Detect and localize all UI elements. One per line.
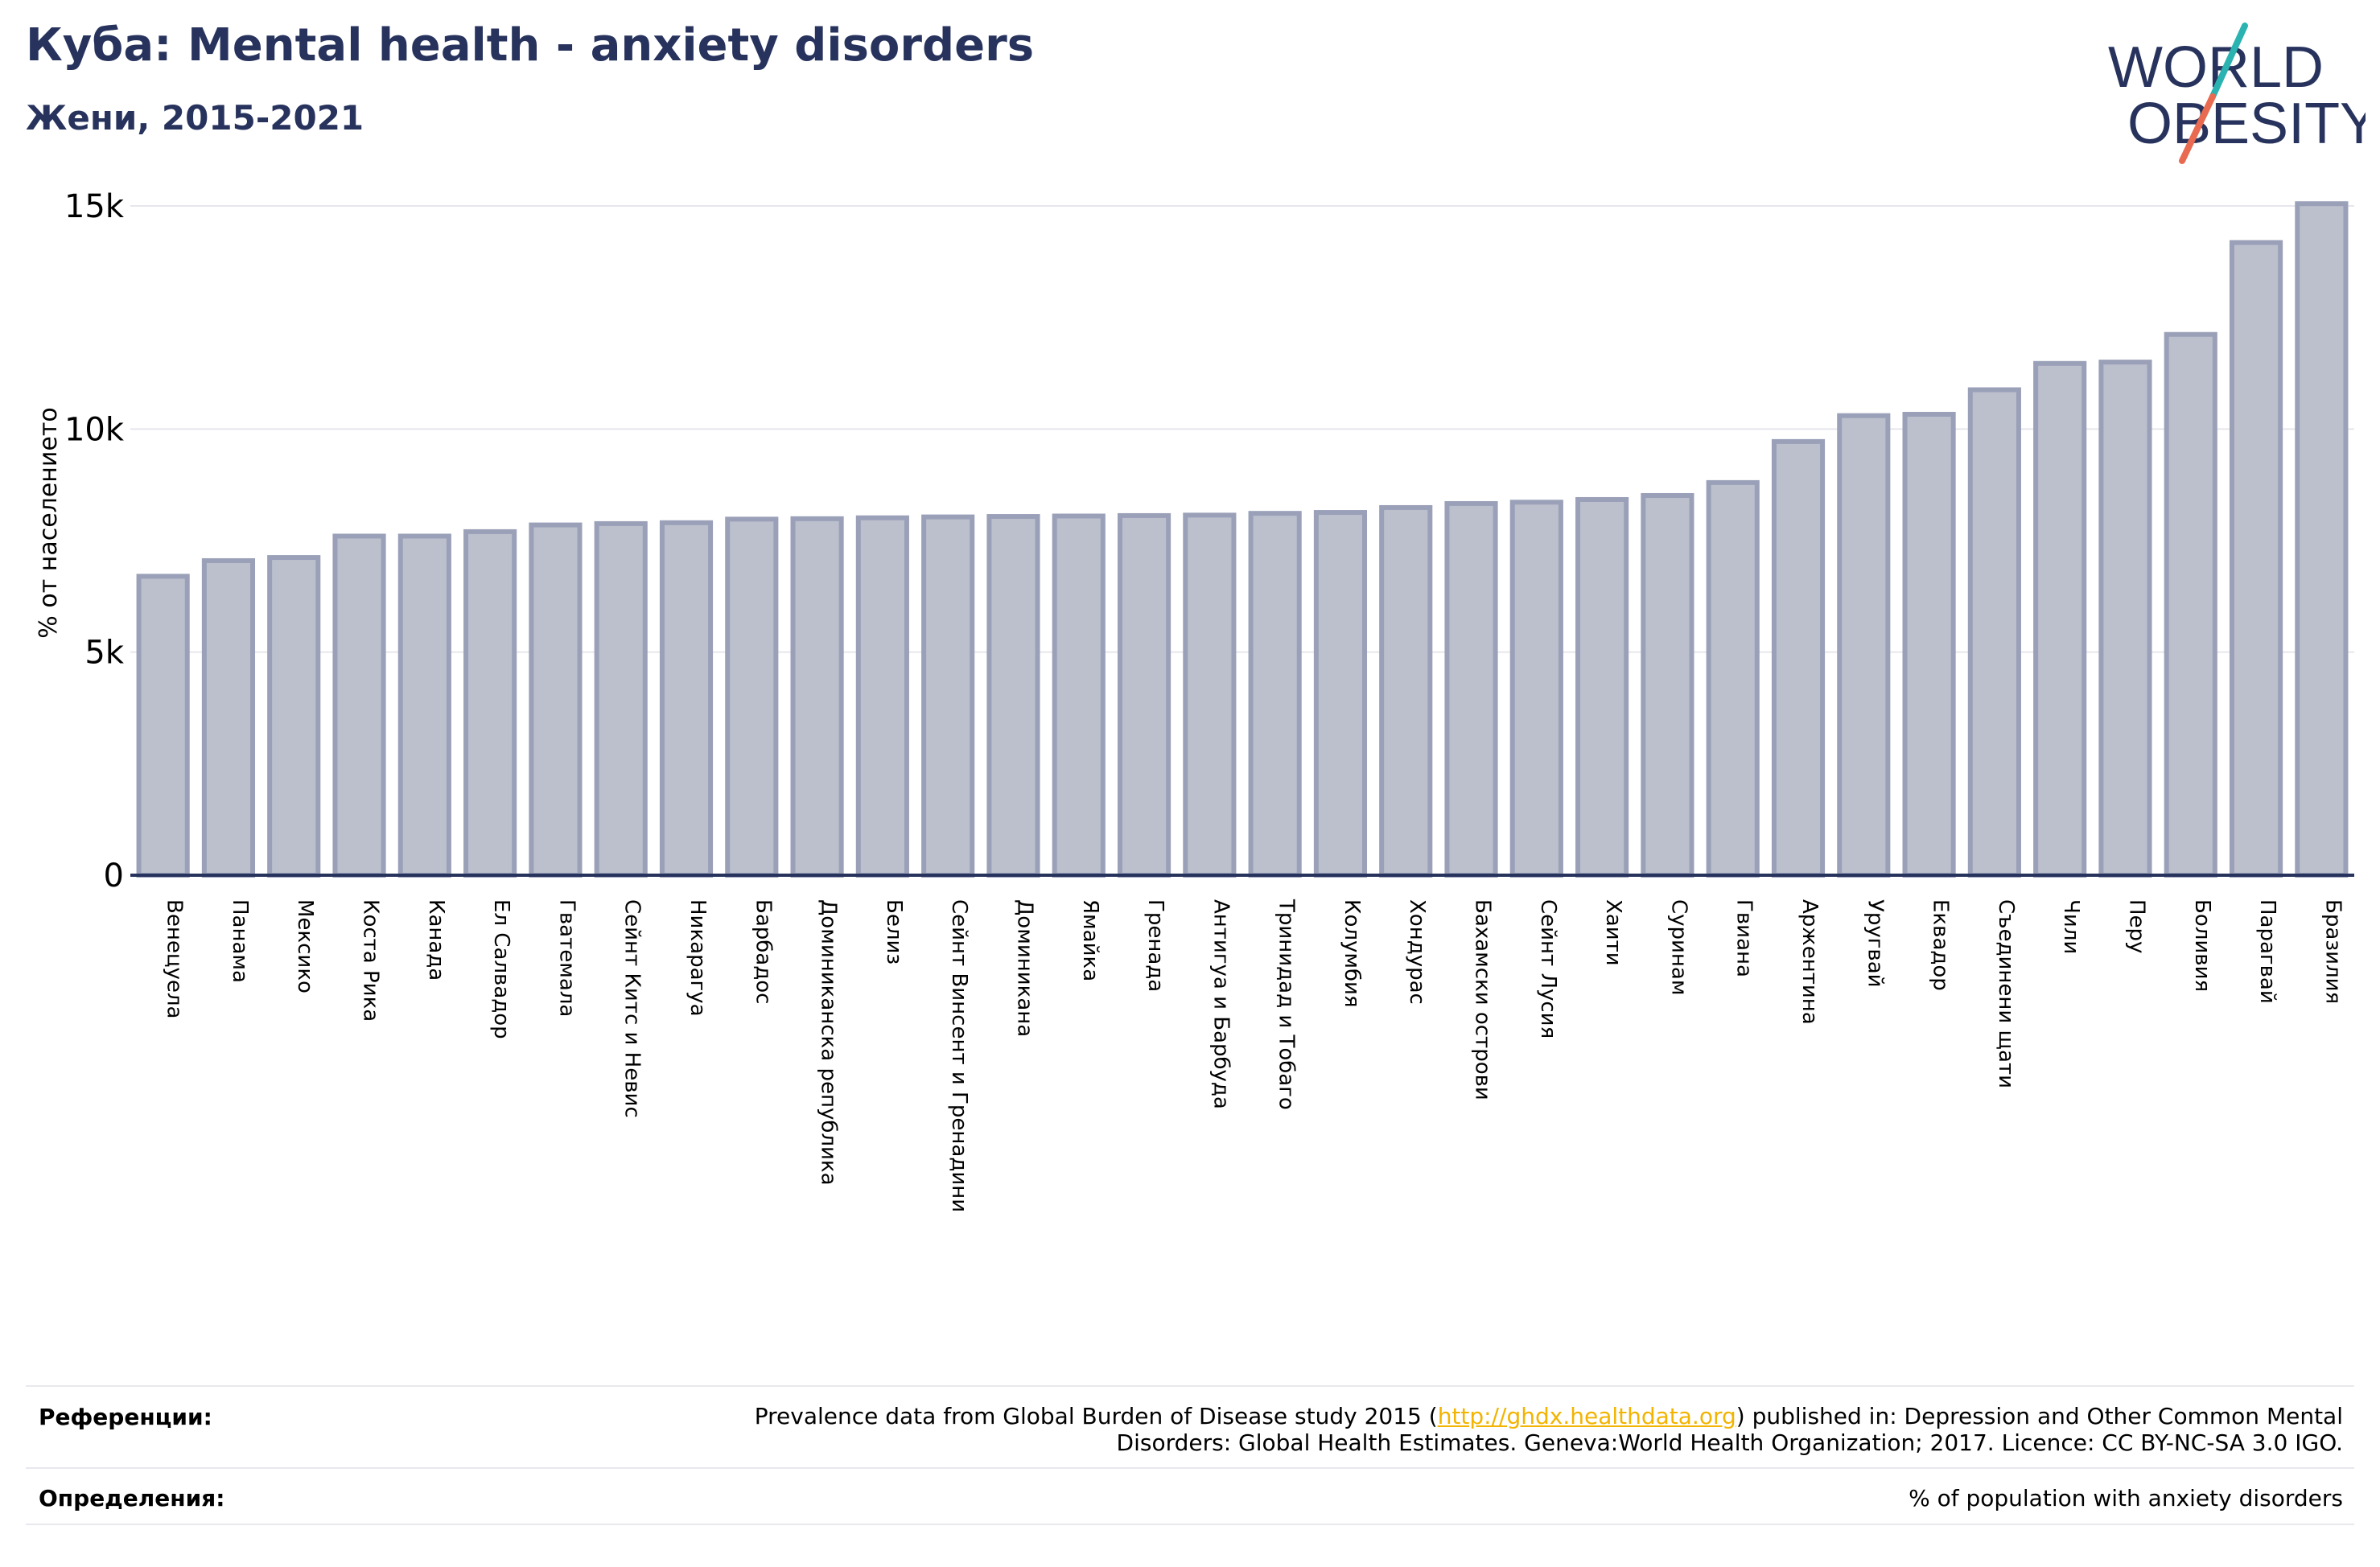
x-tick-label: Барбадос <box>751 899 775 1004</box>
bar[interactable] <box>1183 512 1237 878</box>
bar[interactable] <box>1967 387 2021 878</box>
bar[interactable] <box>659 520 714 878</box>
bar[interactable] <box>1313 510 1368 878</box>
definitions-label: Определения: <box>39 1485 225 1511</box>
footer-divider-bottom <box>26 1524 2354 1525</box>
x-tick-label: Колумбия <box>1340 899 1364 1008</box>
x-tick-label: Съединени щати <box>1994 899 2018 1088</box>
x-tick-label: Ямайка <box>1078 899 1102 981</box>
x-tick-label: Тринидад и Тобаго <box>1274 899 1299 1110</box>
bar[interactable] <box>1706 479 1760 878</box>
bar[interactable] <box>2164 331 2217 878</box>
x-tick-label: Коста Рика <box>359 899 383 1022</box>
bar[interactable] <box>1575 496 1629 878</box>
x-tick-label: Доминиканска република <box>817 899 841 1186</box>
bar-chart: 0 5k 10k 15k Венецуела Панама Мексико Коста Рик… <box>35 188 2354 1212</box>
x-tick-label: Уругвай <box>1863 899 1887 988</box>
bar[interactable] <box>267 555 321 878</box>
references-text-pre: Prevalence data from Global Burden of Di… <box>754 1403 1438 1429</box>
x-tick-label: Доминикана <box>1012 899 1036 1037</box>
logo-line2: OBESITY <box>2127 92 2366 156</box>
x-tick-label: Суринам <box>1666 899 1690 996</box>
x-tick-label: Хаити <box>1601 899 1625 966</box>
references-label: Референции: <box>39 1404 212 1430</box>
bar[interactable] <box>2033 360 2087 878</box>
x-tick-label: Сейнт Лусия <box>1536 899 1560 1038</box>
x-tick-label: Гвиана <box>1732 899 1756 977</box>
x-tick-label: Бразилия <box>2320 899 2345 1004</box>
x-tick-label: Перу <box>2124 899 2148 953</box>
y-tick-label: 15k <box>64 188 125 225</box>
references-text-post: ) published in: Depression and Other Com… <box>1736 1403 2343 1429</box>
bar[interactable] <box>397 533 451 878</box>
bar[interactable] <box>1052 513 1106 878</box>
chart-title: Куба: Mental health - anxiety disorders <box>26 19 1035 72</box>
bar[interactable] <box>463 529 517 878</box>
x-tick-label: Гренада <box>1143 899 1167 992</box>
logo-slash-red <box>2179 93 2216 164</box>
bar[interactable] <box>986 514 1040 878</box>
x-tick-label: Парагвай <box>2255 899 2279 1004</box>
x-tick-label: Сейнт Китс и Невис <box>620 899 644 1118</box>
x-tick-label: Чили <box>2059 899 2083 954</box>
x-tick-label: Антигуа и Барбуда <box>1209 899 1233 1109</box>
x-tick-label: Аржентина <box>1797 899 1822 1025</box>
x-tick-label: Венецуела <box>163 899 187 1018</box>
bar[interactable] <box>921 514 975 878</box>
bar[interactable] <box>136 574 190 878</box>
x-tick-label: Еквадор <box>1929 899 1953 991</box>
bar[interactable] <box>2229 240 2283 878</box>
x-tick-label: Белиз <box>882 899 906 964</box>
x-tick-label: Бахамски острови <box>1471 899 1495 1100</box>
bar[interactable] <box>1771 438 1826 878</box>
footer-divider-top <box>26 1385 2354 1387</box>
bar[interactable] <box>1641 492 1694 878</box>
definitions-text: % of population with anxiety disorders <box>1909 1485 2343 1511</box>
bar-layer <box>136 201 2349 878</box>
bar[interactable] <box>1444 500 1498 878</box>
x-tick-label: Сейнт Винсент и Гренадини <box>947 899 971 1212</box>
y-axis-label: % от населението <box>35 407 63 638</box>
x-tick-label: Мексико <box>293 899 317 993</box>
bar[interactable] <box>2098 360 2152 878</box>
bar[interactable] <box>725 516 779 878</box>
bar[interactable] <box>529 522 583 878</box>
x-tick-label: Панама <box>228 899 252 983</box>
world-obesity-logo: WORLD OBESITY <box>2108 23 2366 164</box>
bar[interactable] <box>1902 412 1956 878</box>
references-text-line2: Disorders: Global Health Estimates. Gene… <box>1116 1429 2343 1456</box>
bar[interactable] <box>2295 201 2349 878</box>
bar[interactable] <box>594 520 648 878</box>
references-link[interactable]: http://ghdx.healthdata.org <box>1437 1403 1736 1429</box>
y-tick-label: 10k <box>64 411 125 448</box>
bar[interactable] <box>1837 413 1891 878</box>
bar[interactable] <box>1509 500 1563 878</box>
chart-subtitle: Жени, 2015-2021 <box>26 98 364 138</box>
x-tick-label: Боливия <box>2190 899 2214 992</box>
label-layer: 0 5k 10k 15k Венецуела Панама Мексико Коста Рик… <box>64 188 2345 1212</box>
bar[interactable] <box>855 515 909 878</box>
x-tick-label: Никарагуа <box>686 899 710 1017</box>
x-tick-label: Ел Салвадор <box>489 899 513 1039</box>
references-text: Prevalence data from Global Burden of Di… <box>755 1403 2343 1456</box>
y-tick-label: 5k <box>84 635 124 672</box>
bar[interactable] <box>201 557 256 878</box>
bar[interactable] <box>790 516 844 878</box>
footer-divider-middle <box>26 1467 2354 1469</box>
x-tick-label: Хондурас <box>1405 899 1429 1005</box>
x-tick-label: Гватемала <box>554 899 579 1017</box>
bar[interactable] <box>332 533 386 878</box>
logo-slash-teal <box>2209 23 2248 100</box>
y-tick-label: 0 <box>104 858 124 895</box>
bar[interactable] <box>1248 511 1302 878</box>
bar[interactable] <box>1379 504 1433 878</box>
bar[interactable] <box>1117 512 1171 878</box>
x-tick-label: Канада <box>424 899 448 981</box>
